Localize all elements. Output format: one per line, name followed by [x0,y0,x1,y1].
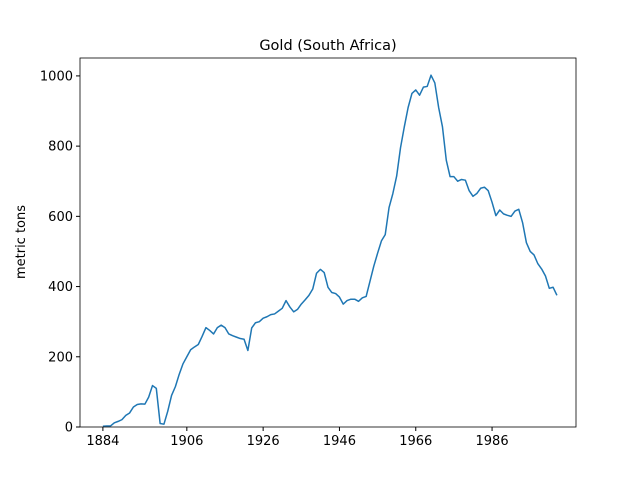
axes-frame [79,57,577,428]
y-tick-label: 800 [48,140,73,155]
x-tick-label: 1926 [247,434,280,449]
y-tick-label: 0 [65,421,73,436]
y-tick-label: 200 [48,350,73,365]
x-tick-label: 1966 [399,434,432,449]
y-axis-label: metric tons [14,205,29,279]
y-tick-label: 400 [48,280,73,295]
x-tick-label: 1906 [170,434,203,449]
data-line [102,74,558,428]
x-tick-label: 1946 [323,434,356,449]
y-tick-label: 600 [48,210,73,225]
chart-title: Gold (South Africa) [259,38,396,54]
x-tick-label: 1986 [476,434,509,449]
x-tick-label: 1884 [86,434,119,449]
y-tick-label: 1000 [40,69,73,84]
